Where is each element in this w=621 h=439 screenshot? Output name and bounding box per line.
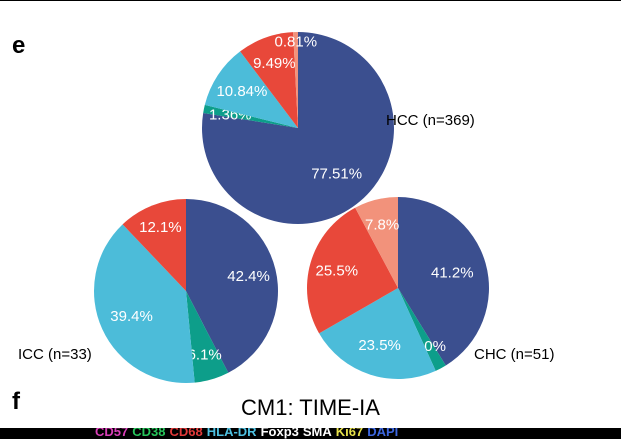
slice-label: 9.49% bbox=[253, 55, 296, 72]
slice-label: 12.1% bbox=[139, 219, 182, 236]
marker-label: DAPI bbox=[367, 428, 399, 439]
pie-chc: 41.2%2.0%23.5%25.5%7.8% bbox=[307, 197, 489, 380]
pie-slice bbox=[93, 224, 195, 383]
pie-title: ICC (n=33) bbox=[18, 346, 92, 363]
slice-label: 7.8% bbox=[365, 216, 399, 233]
pie-slice bbox=[398, 197, 489, 366]
slice-label: 25.5% bbox=[316, 262, 359, 279]
marker-labels: CD57 CD38 CD68 HLA-DR Foxp3 SMA Ki67 DAPI bbox=[95, 428, 402, 439]
slice-label: 6.1% bbox=[188, 347, 222, 364]
pie-slice bbox=[204, 51, 298, 128]
pie-hcc: 77.51%1.36%10.84%9.49%0.81% bbox=[201, 32, 394, 224]
marker-label: Ki67 bbox=[335, 428, 364, 439]
section-title: CM1: TIME-IA bbox=[241, 395, 380, 420]
marker-label: CD68 bbox=[169, 428, 203, 439]
pie-slice bbox=[398, 288, 446, 371]
slice-label: 41.2% bbox=[431, 265, 474, 282]
slice-label: 23.5% bbox=[358, 337, 401, 354]
pie-slice bbox=[203, 104, 298, 128]
pie-slice bbox=[355, 197, 398, 288]
pie-slice bbox=[186, 291, 229, 383]
slice-label: 10.84% bbox=[216, 83, 267, 100]
pie-slice bbox=[201, 32, 394, 224]
marker-label: HLA-DR bbox=[206, 428, 257, 439]
pie-slice bbox=[293, 32, 298, 128]
pie-icc: 42.4% 6.1% 39.4% 12.1% bbox=[93, 199, 278, 383]
pie-title: HCC (n=369) bbox=[386, 112, 475, 129]
panel-label-f: f bbox=[12, 388, 20, 415]
slice-label: 39.4% bbox=[110, 308, 153, 325]
pie-slice bbox=[122, 199, 186, 291]
image-strip: CD57 CD38 CD68 HLA-DR Foxp3 SMA Ki67 DAPI bbox=[0, 428, 621, 439]
marker-label: CD38 bbox=[132, 428, 166, 439]
marker-label: Foxp3 bbox=[260, 428, 299, 439]
pie-slice bbox=[240, 32, 298, 128]
pie-title: CHC (n=51) bbox=[474, 346, 554, 363]
slice-label: 77.51% bbox=[311, 165, 362, 182]
pie-slice bbox=[319, 288, 436, 380]
marker-label: SMA bbox=[302, 428, 332, 439]
top-rule bbox=[0, 0, 621, 1]
marker-label: CD57 bbox=[95, 428, 129, 439]
slice-label: 0.81% bbox=[275, 34, 318, 51]
panel-label-e: e bbox=[12, 32, 26, 59]
pie-charts: 77.51%1.36%10.84%9.49%0.81%HCC (n=369)42… bbox=[18, 32, 554, 383]
pie-slice bbox=[307, 207, 398, 334]
pie-slice bbox=[186, 199, 278, 373]
slice-label: 42.4% bbox=[227, 268, 270, 285]
